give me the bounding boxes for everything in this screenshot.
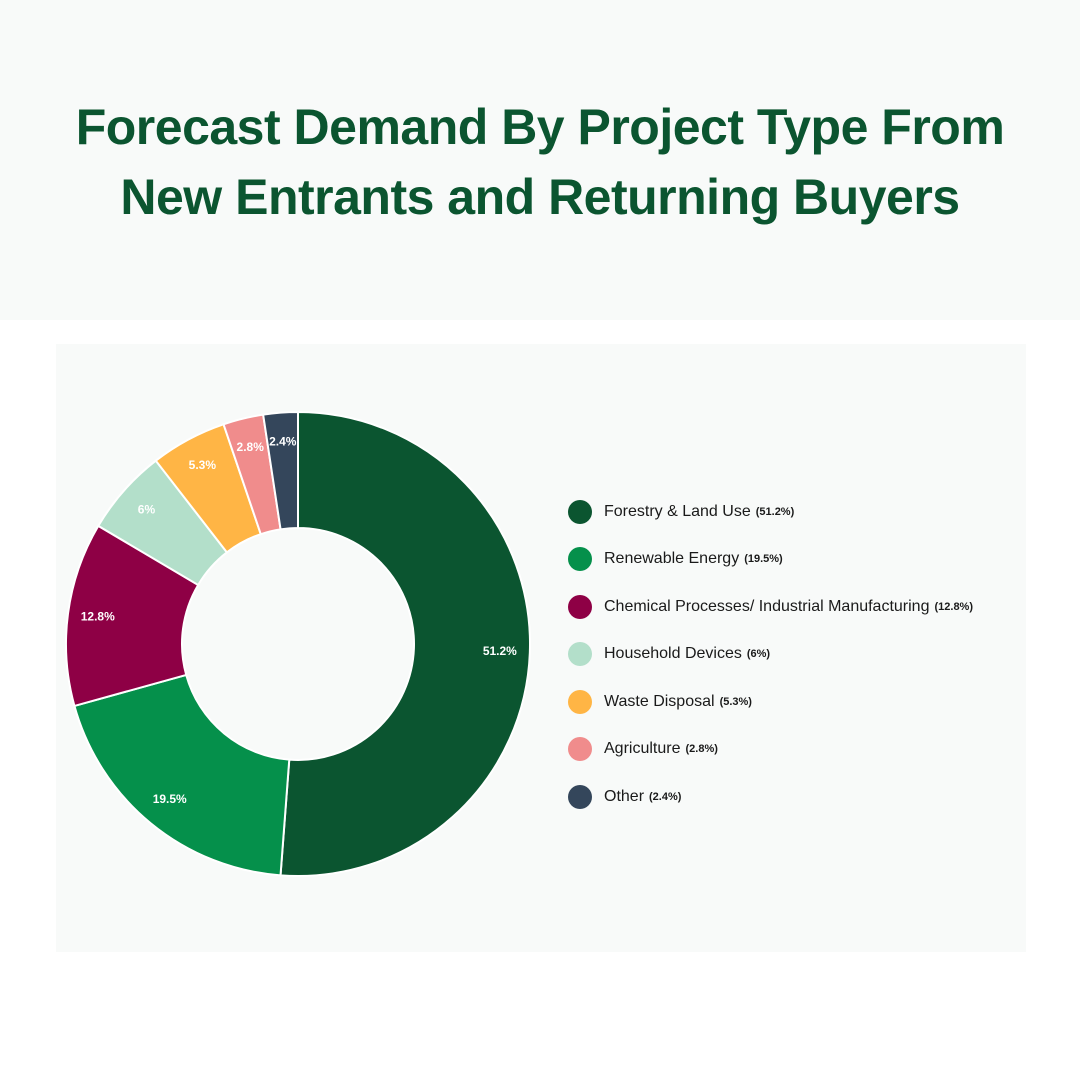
legend-item-agriculture: Agriculture (2.8%): [568, 726, 973, 774]
chart-legend: Forestry & Land Use (51.2%) Renewable Ener…: [568, 488, 973, 821]
legend-value: (51.2%): [755, 505, 795, 518]
legend-label: Renewable Energy: [604, 550, 740, 568]
header-banner: Forecast Demand By Project Type From New…: [0, 0, 1080, 320]
slice-renewable-energy: [73, 673, 291, 877]
slice-label-renewable-energy: 19.5%: [153, 792, 187, 806]
slice-label-waste-disposal: 5.3%: [189, 458, 217, 472]
chart-card: 51.2% 19.5% 12.8% 6% 5.3% 2.8% 2.4% Forestry &…: [56, 344, 1026, 952]
legend-label: Agriculture: [604, 740, 681, 758]
slice-label-forestry-land-use: 51.2%: [483, 644, 517, 658]
slice-label-agriculture: 2.8%: [237, 440, 265, 454]
legend-label: Household Devices: [604, 645, 742, 663]
legend-item-renewable-energy: Renewable Energy (19.5%): [568, 536, 973, 584]
legend-swatch: [568, 547, 592, 572]
legend-value: (2.4%): [649, 790, 682, 803]
slice-label-household-devices: 6%: [138, 503, 156, 517]
legend-item-forestry-land-use: Forestry & Land Use (51.2%): [568, 488, 973, 536]
legend-label: Other: [604, 787, 645, 805]
legend-swatch: [568, 784, 592, 809]
slice-forestry-land-use: [279, 410, 531, 877]
legend-value: (2.8%): [685, 743, 718, 756]
legend-swatch: [568, 689, 592, 714]
slice-label-chemical-processes-industrial-manufacturing: 12.8%: [81, 610, 115, 624]
page-title: Forecast Demand By Project Type From New…: [0, 92, 1080, 232]
legend-label: Waste Disposal: [604, 692, 715, 710]
title-line-1: Forecast Demand By Project Type From: [75, 99, 1005, 155]
legend-value: (6%): [746, 648, 771, 661]
legend-swatch: [568, 499, 592, 524]
slice-other: [262, 410, 299, 531]
legend-swatch: [568, 737, 592, 762]
legend-label: Chemical Processes/ Industrial Manufactu…: [604, 597, 930, 615]
slice-label-other: 2.4%: [269, 435, 297, 449]
legend-swatch: [568, 594, 592, 619]
legend-swatch: [568, 642, 592, 667]
legend-value: (5.3%): [719, 695, 752, 708]
legend-item-waste-disposal: Waste Disposal (5.3%): [568, 678, 973, 726]
legend-label: Forestry & Land Use: [604, 502, 751, 520]
legend-item-chemical-processes-industrial-manufacturing: Chemical Processes/ Industrial Manufactu…: [568, 583, 973, 631]
title-line-2: New Entrants and Returning Buyers: [120, 169, 960, 225]
donut-chart: 51.2% 19.5% 12.8% 6% 5.3% 2.8% 2.4%: [65, 410, 531, 877]
legend-item-household-devices: Household Devices (6%): [568, 631, 973, 679]
legend-value: (12.8%): [934, 600, 974, 613]
legend-item-other: Other (2.4%): [568, 773, 973, 821]
legend-value: (19.5%): [744, 553, 783, 566]
